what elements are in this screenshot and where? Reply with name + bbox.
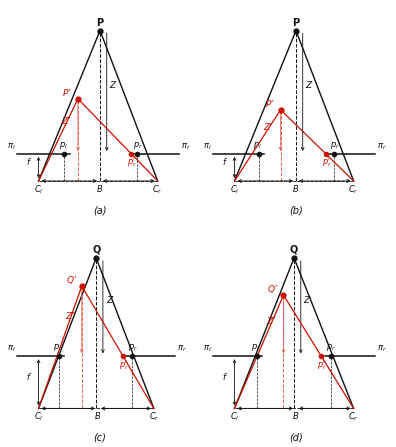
Text: Q’: Q’ bbox=[268, 285, 278, 294]
Text: $B$: $B$ bbox=[292, 183, 300, 194]
Text: P’: P’ bbox=[266, 100, 274, 109]
Text: Z: Z bbox=[306, 81, 312, 90]
Text: (b): (b) bbox=[289, 205, 303, 215]
Text: $\pi_r$: $\pi_r$ bbox=[181, 141, 190, 152]
Text: $C_r$: $C_r$ bbox=[148, 410, 159, 423]
Text: $p_l$: $p_l$ bbox=[53, 342, 62, 353]
Text: (c): (c) bbox=[93, 433, 107, 443]
Text: $C_r$: $C_r$ bbox=[152, 183, 163, 195]
Text: Z: Z bbox=[106, 296, 112, 305]
Text: $B$: $B$ bbox=[292, 410, 300, 422]
Text: Z: Z bbox=[110, 81, 116, 90]
Text: $p_l$: $p_l$ bbox=[253, 140, 262, 151]
Text: $f$: $f$ bbox=[26, 156, 32, 168]
Text: $p_r'$: $p_r'$ bbox=[119, 358, 129, 372]
Text: Z: Z bbox=[304, 296, 310, 305]
Text: Z’: Z’ bbox=[65, 312, 74, 321]
Text: $p_l$: $p_l$ bbox=[59, 140, 68, 151]
Text: (a): (a) bbox=[93, 205, 107, 215]
Text: Z’: Z’ bbox=[264, 123, 272, 132]
Text: $\pi_l$: $\pi_l$ bbox=[7, 141, 15, 152]
Text: $C_l$: $C_l$ bbox=[230, 183, 239, 195]
Text: Q’: Q’ bbox=[66, 276, 76, 285]
Text: (d): (d) bbox=[289, 433, 303, 443]
Text: $p_r'$: $p_r'$ bbox=[128, 156, 137, 169]
Text: $\pi_r$: $\pi_r$ bbox=[377, 141, 386, 152]
Text: $C_l$: $C_l$ bbox=[34, 183, 43, 195]
Text: Q: Q bbox=[92, 245, 100, 255]
Text: P’: P’ bbox=[63, 89, 72, 98]
Text: Z’: Z’ bbox=[61, 117, 70, 127]
Text: Q: Q bbox=[290, 245, 298, 255]
Text: $f$: $f$ bbox=[26, 371, 32, 382]
Text: P: P bbox=[292, 17, 299, 28]
Text: $p_r$: $p_r$ bbox=[128, 342, 138, 353]
Text: $p_r$: $p_r$ bbox=[326, 342, 337, 353]
Text: $\pi_l$: $\pi_l$ bbox=[203, 344, 211, 354]
Text: $\pi_l$: $\pi_l$ bbox=[7, 344, 15, 354]
Text: $B$: $B$ bbox=[96, 183, 104, 194]
Text: $p_r$: $p_r$ bbox=[133, 140, 143, 151]
Text: $f$: $f$ bbox=[222, 371, 228, 382]
Text: $C_l$: $C_l$ bbox=[230, 410, 239, 423]
Text: $B$: $B$ bbox=[95, 410, 102, 422]
Text: $C_r$: $C_r$ bbox=[348, 410, 359, 423]
Text: $C_r$: $C_r$ bbox=[348, 183, 359, 195]
Text: $\pi_r$: $\pi_r$ bbox=[377, 344, 386, 354]
Text: $p_r'$: $p_r'$ bbox=[322, 156, 332, 169]
Text: $C_l$: $C_l$ bbox=[34, 410, 43, 423]
Text: $\pi_r$: $\pi_r$ bbox=[177, 344, 187, 354]
Text: $p_r$: $p_r$ bbox=[330, 140, 341, 151]
Text: $p_r'$: $p_r'$ bbox=[317, 358, 327, 372]
Text: Z’: Z’ bbox=[267, 316, 276, 326]
Text: $\pi_l$: $\pi_l$ bbox=[203, 141, 211, 152]
Text: P: P bbox=[97, 17, 104, 28]
Text: $f$: $f$ bbox=[222, 156, 228, 168]
Text: $p_l$: $p_l$ bbox=[251, 342, 260, 353]
